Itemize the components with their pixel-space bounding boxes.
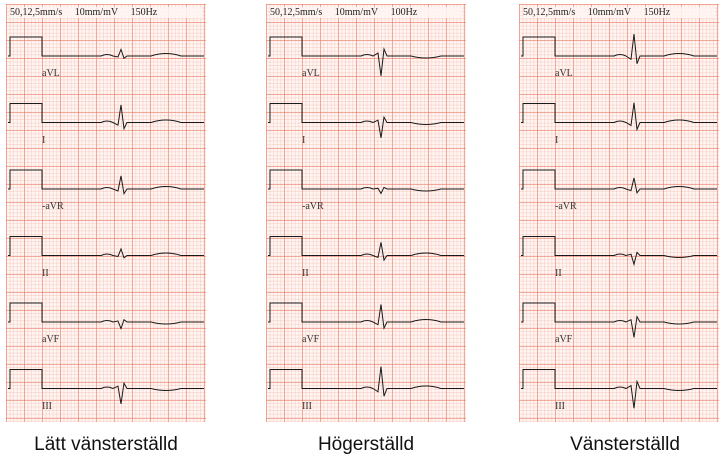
strip-header: 50,12,5mm/s 10mm/mV 150Hz xyxy=(523,7,715,18)
ecg-trace-avl xyxy=(8,36,204,60)
ecg-trace-i xyxy=(521,102,717,132)
lead-label: aVF xyxy=(302,334,320,345)
filter-setting: 150Hz xyxy=(643,7,671,18)
lead-label: I xyxy=(555,134,559,146)
ecg-trace-avf xyxy=(8,302,204,331)
lead-label: aVL xyxy=(555,68,573,79)
caption-vansterstalld: Vänsterställd xyxy=(570,434,680,455)
ecg-traces xyxy=(268,36,464,397)
lead-label: -aVR xyxy=(42,201,64,212)
ecg-trace-iii xyxy=(521,369,717,409)
ecg-trace-iii xyxy=(268,366,464,397)
gain-setting: 10mm/mV xyxy=(334,7,379,18)
ecg-trace-avf xyxy=(521,302,717,338)
ecg-strip-latt: 50,12,5mm/s 10mm/mV 150Hz aVL I -aVR II aVF I… xyxy=(6,4,206,422)
ecg-strip-vanster: 50,12,5mm/s 10mm/mV 150Hz aVL I -aVR II aVF I… xyxy=(519,4,719,422)
ecg-trace-avf xyxy=(268,302,464,330)
strip-header: 50,12,5mm/s 10mm/mV 100Hz xyxy=(270,7,462,18)
lead-label: III xyxy=(302,400,312,412)
caption-hogerstalld: Högerställd xyxy=(317,434,415,455)
lead-label: aVF xyxy=(42,334,60,345)
ecg-trace-neg-avr xyxy=(521,169,717,195)
ecg-traces xyxy=(521,33,717,409)
ecg-trace-i xyxy=(8,103,204,131)
ecg-trace-avl xyxy=(521,33,717,64)
lead-label: aVL xyxy=(42,68,60,79)
lead-label: III xyxy=(555,400,565,412)
paper-speed: 50,12,5mm/s xyxy=(10,7,63,18)
paper-speed: 50,12,5mm/s xyxy=(270,7,323,18)
paper-speed: 50,12,5mm/s xyxy=(523,7,576,18)
lead-label: II xyxy=(302,267,309,279)
ecg-trace-neg-avr xyxy=(268,169,464,195)
ecg-trace-ii xyxy=(521,236,717,267)
lead-label: III xyxy=(42,400,52,412)
ecg-trace-i xyxy=(268,103,464,138)
lead-label: -aVR xyxy=(302,201,324,212)
lead-label: I xyxy=(302,134,306,146)
lead-label: II xyxy=(555,267,562,279)
ecg-trace-ii xyxy=(8,236,204,259)
strip-header: 50,12,5mm/s 10mm/mV 150Hz xyxy=(10,7,202,18)
ecg-trace-iii xyxy=(8,369,204,404)
lead-label: aVL xyxy=(302,68,320,79)
filter-setting: 150Hz xyxy=(130,7,158,18)
lead-label: -aVR xyxy=(555,201,577,212)
ecg-trace-avl xyxy=(268,36,464,76)
ecg-trace-ii xyxy=(268,236,464,262)
lead-label: aVF xyxy=(555,334,573,345)
filter-setting: 100Hz xyxy=(390,7,418,18)
gain-setting: 10mm/mV xyxy=(74,7,119,18)
ecg-strip-hoger: 50,12,5mm/s 10mm/mV 100Hz aVL I -aVR II aVF I… xyxy=(266,4,466,422)
caption-latt-vansterstalld: Lätt vänsterställd xyxy=(34,434,178,455)
lead-label: II xyxy=(42,267,49,279)
ecg-trace-neg-avr xyxy=(8,169,204,195)
ecg-traces xyxy=(8,36,204,404)
gain-setting: 10mm/mV xyxy=(587,7,632,18)
lead-label: I xyxy=(42,134,46,146)
